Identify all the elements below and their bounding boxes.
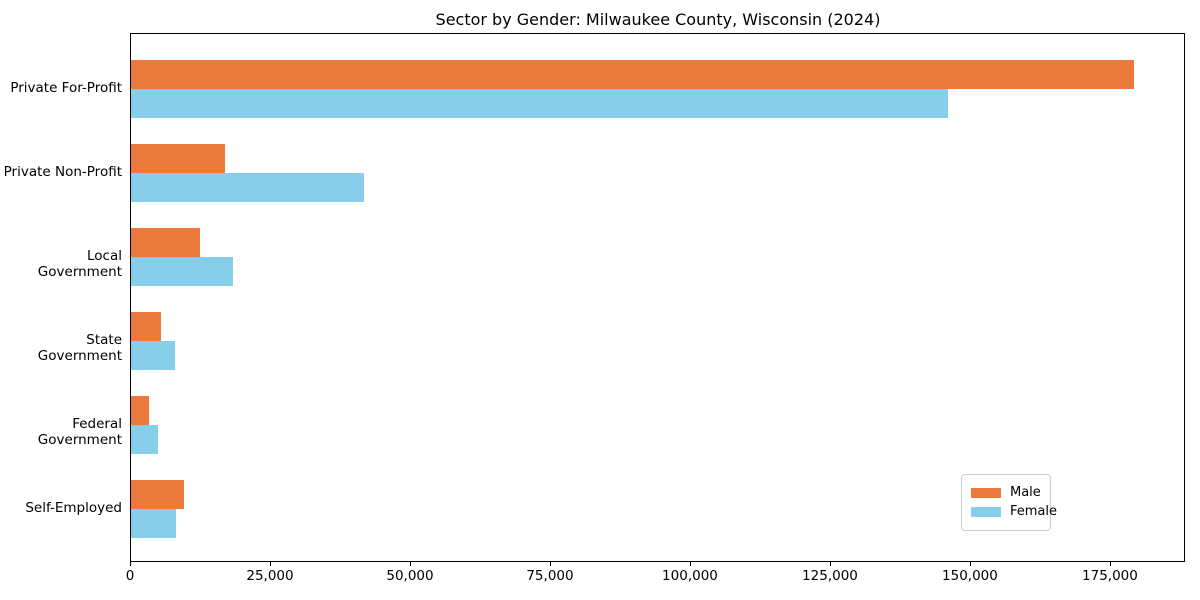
x-axis-tick-mark [1109, 561, 1111, 566]
legend-label-male: Male [1010, 485, 1041, 500]
bar-male-1 [131, 144, 225, 173]
y-axis-label: State Government [37, 332, 122, 364]
bar-male-5 [131, 480, 184, 509]
y-axis-label: Self-Employed [25, 500, 122, 516]
bar-female-3 [131, 341, 176, 370]
x-axis-tick-mark [829, 561, 831, 566]
bar-male-4 [131, 396, 150, 425]
x-axis-tick-label: 75,000 [526, 568, 574, 584]
plot-area [130, 33, 1185, 562]
bar-female-0 [131, 89, 948, 118]
y-axis-label: Federal Government [37, 416, 122, 448]
legend-entry-female: Female [971, 504, 1057, 520]
chart-title: Sector by Gender: Milwaukee County, Wisc… [435, 10, 881, 29]
legend-entry-male: Male [971, 485, 1041, 501]
x-axis-tick-label: 25,000 [246, 568, 294, 584]
legend-label-female: Female [1010, 504, 1058, 519]
x-axis-tick-label: 50,000 [386, 568, 434, 584]
x-axis-tick-label: 175,000 [1082, 568, 1138, 584]
x-axis-tick-label: 125,000 [802, 568, 858, 584]
bar-male-0 [131, 60, 1134, 89]
y-axis-label: Private Non-Profit [3, 164, 122, 180]
y-axis-label: Private For-Profit [10, 80, 122, 96]
legend-swatch-female [971, 507, 1001, 517]
bar-male-2 [131, 228, 201, 257]
x-axis-tick-mark [689, 561, 691, 566]
bar-male-3 [131, 312, 162, 341]
x-axis-tick-label: 0 [125, 568, 135, 584]
x-axis-tick-mark [409, 561, 411, 566]
bar-female-1 [131, 173, 364, 202]
legend-swatch-male [971, 488, 1001, 498]
x-axis-tick-label: 150,000 [942, 568, 998, 584]
x-axis-tick-mark [969, 561, 971, 566]
x-axis-tick-label: 100,000 [662, 568, 718, 584]
bar-female-4 [131, 425, 159, 454]
bar-female-2 [131, 257, 233, 286]
y-axis-label: Local Government [37, 248, 122, 280]
x-axis-tick-mark [549, 561, 551, 566]
x-axis-tick-mark [269, 561, 271, 566]
bar-female-5 [131, 509, 176, 538]
x-axis-tick-mark [130, 561, 131, 566]
legend: Male Female [961, 474, 1057, 531]
